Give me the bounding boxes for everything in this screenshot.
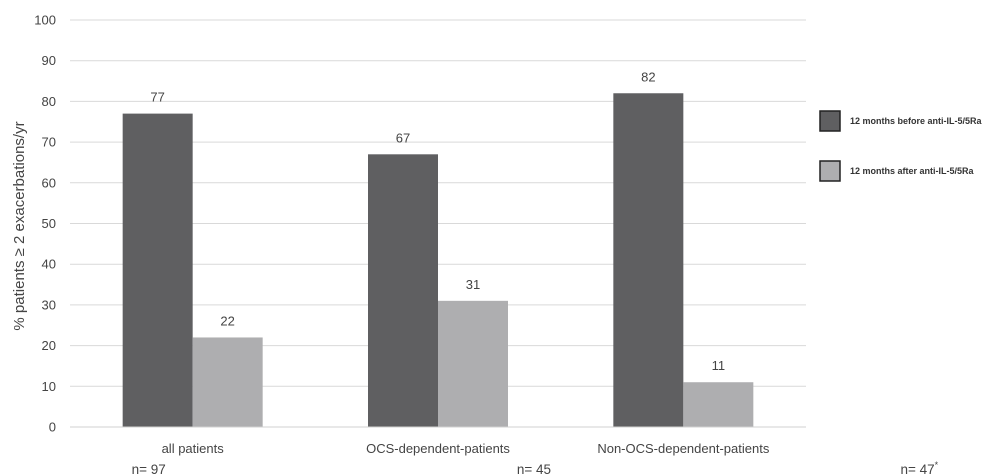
sample-size-text: n= 97 [132, 462, 166, 476]
data-label: 82 [641, 69, 655, 84]
legend-label: 12 months before anti-IL-5/5Ra [850, 116, 983, 126]
sample-size-label: n= 45 [517, 462, 551, 476]
data-label: 67 [396, 130, 410, 145]
legend-swatch-after [819, 160, 841, 182]
x-category-label: Non-OCS-dependent-patients [597, 441, 769, 456]
data-labels: 77 22 67 31 82 11 [150, 69, 725, 373]
data-label: 77 [150, 90, 164, 105]
sample-size-text: n= 45 [517, 462, 551, 476]
legend-swatch-before [819, 110, 841, 132]
y-tick-label: 40 [42, 257, 56, 272]
bar-before-2 [613, 93, 684, 427]
y-tick-label: 100 [34, 13, 56, 28]
y-tick-label: 80 [42, 94, 56, 109]
y-tick-label: 50 [42, 216, 56, 231]
y-axis-label: % patients ≥ 2 exacerbations/yr [11, 121, 28, 330]
y-tick-label: 70 [42, 135, 56, 150]
bar-after-0 [192, 337, 263, 427]
y-tick-label: 10 [42, 379, 56, 394]
data-label: 31 [466, 277, 480, 292]
y-tick-label: 0 [49, 420, 56, 435]
data-label: 22 [220, 313, 234, 328]
y-axis-ticks: 0 10 20 30 40 50 60 70 80 90 100 [34, 13, 56, 435]
bar-before-0 [122, 113, 193, 428]
x-category-label: OCS-dependent-patients [366, 441, 510, 456]
data-label: 11 [712, 358, 726, 373]
x-category-label: all patients [162, 441, 225, 456]
sample-size-label: n= 47* [900, 460, 938, 476]
legend: 12 months before anti-IL-5/5Ra 12 months … [819, 110, 983, 182]
legend-label: 12 months after anti-IL-5/5Ra [850, 166, 975, 176]
significance-mark: * [935, 460, 939, 470]
y-tick-label: 30 [42, 297, 56, 312]
bar-after-2 [683, 382, 754, 427]
sample-size-text: n= 47 [900, 462, 934, 476]
sample-size-label: n= 97 [132, 462, 166, 476]
y-tick-label: 90 [42, 53, 56, 68]
bar-after-1 [438, 300, 508, 427]
x-axis-categories: all patients n= 97 OCS-dependent-patients n… [132, 441, 939, 476]
bar-before-1 [368, 154, 438, 427]
y-tick-label: 20 [42, 338, 56, 353]
y-tick-label: 60 [42, 175, 56, 190]
bars [122, 93, 754, 428]
